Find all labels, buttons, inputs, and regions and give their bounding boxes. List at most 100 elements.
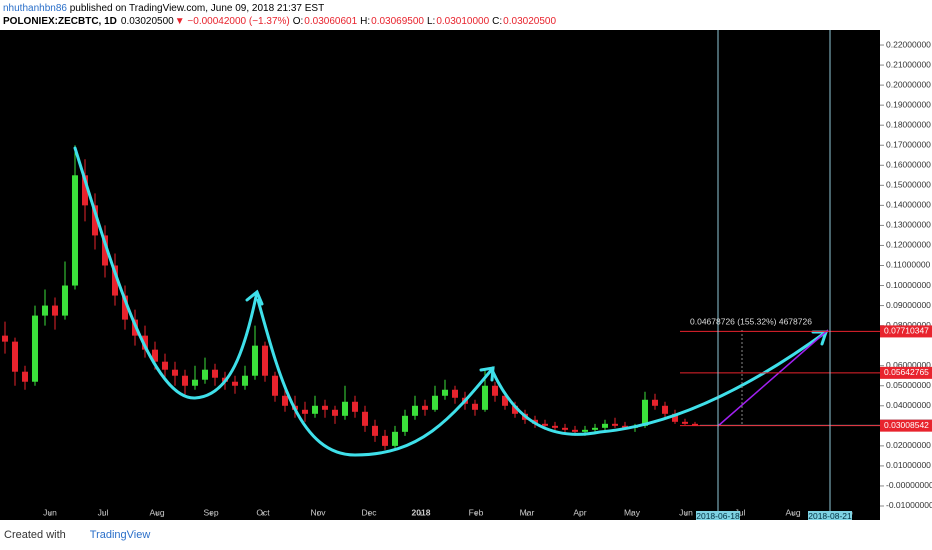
candle-body (352, 401, 358, 412)
header: nhuthanhbn86 published on TradingView.co… (0, 0, 932, 30)
y-tick-label: 0.13000000 (886, 220, 931, 230)
price-label: 0.03008542 (884, 420, 929, 430)
measure-label: 0.04678726 (155.32%) 4678726 (690, 316, 812, 326)
candle-body (92, 205, 98, 236)
candle-body (582, 429, 588, 432)
candle-body (492, 385, 498, 396)
y-tick-label: 0.14000000 (886, 200, 931, 210)
y-tick-label: 0.06000000 (886, 360, 931, 370)
y-tick-label: 0.20000000 (886, 79, 931, 89)
curve (491, 330, 828, 436)
price-label-box (880, 366, 932, 379)
candle-body (152, 349, 158, 362)
y-tick-label: -0.01000000 (886, 500, 932, 510)
header-value: 0.03060601 (304, 16, 358, 27)
candle-body (442, 389, 448, 396)
candle-body (2, 335, 8, 342)
candle-body (612, 423, 618, 426)
candle-body (602, 423, 608, 428)
arrow-head (479, 366, 495, 382)
arrow-head (245, 289, 264, 306)
candle-body (622, 425, 628, 428)
author[interactable]: nhuthanhbn86 (3, 3, 67, 14)
candle-body (52, 305, 58, 316)
curve (73, 146, 259, 400)
candle-body (372, 425, 378, 436)
x-tick-label: Oct (256, 507, 270, 517)
y-tick-label: 0.04000000 (886, 400, 931, 410)
plot-bg (0, 30, 880, 520)
candle-body (422, 405, 428, 410)
date-label: 2018-06-18 (696, 511, 740, 520)
candle-body (392, 431, 398, 446)
curve (256, 298, 495, 457)
candle-body (562, 427, 568, 430)
x-tick-label: Jul (98, 507, 109, 517)
candle-body (102, 235, 108, 266)
y-tick-label: 0.21000000 (886, 59, 931, 69)
x-tick-label: Jun (679, 507, 693, 517)
header-value: O: (292, 16, 304, 27)
drawings (73, 146, 829, 457)
date-label-box (808, 511, 852, 520)
header-value: 0.03020500 (503, 16, 557, 27)
y-tick-label: 0.15000000 (886, 180, 931, 190)
candle-body (402, 415, 408, 432)
candle-body (282, 395, 288, 406)
price-label-box (880, 419, 932, 432)
chart: 0.22000000 0.21000000 0.20000000 0.19000000… (0, 30, 932, 520)
tradingview-logo[interactable]: TradingView (89, 529, 151, 541)
candle-body (452, 389, 458, 398)
candle-body (212, 369, 218, 378)
published: published on TradingView.com, June 09, 2… (69, 3, 325, 14)
candle-body (322, 405, 328, 410)
x-tick-label: May (624, 507, 641, 517)
candle-body (72, 175, 78, 286)
header-value: 0.03069500 (371, 16, 424, 27)
candle-body (112, 265, 118, 296)
y-tick-label: 0.18000000 (886, 119, 931, 129)
x-tick-label: Nov (310, 507, 326, 517)
candle-body (202, 369, 208, 380)
header-value: H: (360, 16, 371, 27)
candle-body (692, 423, 698, 426)
price-label: 0.05642765 (884, 367, 929, 377)
candle-body (502, 395, 508, 406)
candle-body (542, 423, 548, 426)
y-tick-label: 0.19000000 (886, 99, 931, 109)
candle-body (12, 341, 18, 372)
candle-body (252, 345, 258, 376)
y-tick-label: 0.02000000 (886, 440, 931, 450)
y-tick-label: 0.16000000 (886, 160, 931, 170)
y-tick-label: 0.17000000 (886, 139, 931, 149)
candle-body (262, 345, 268, 376)
y-tick-label: 0.01000000 (886, 460, 931, 470)
y-tick-label: 0.11000000 (886, 260, 931, 270)
candle-body (342, 401, 348, 416)
candle-body (42, 305, 48, 316)
candle-body (62, 285, 68, 316)
x-tick-label: Jul (735, 507, 746, 517)
candle-body (552, 425, 558, 428)
y-tick-label: 0.12000000 (886, 240, 931, 250)
candle-body (512, 405, 518, 414)
candle-body (662, 405, 668, 414)
x-tick-label: Aug (149, 507, 164, 517)
candle-body (332, 409, 338, 416)
x-tick-label: Aug (785, 507, 800, 517)
candle-body (672, 413, 678, 422)
x-tick-label: Dec (361, 507, 377, 517)
date-label: 2018-08-21 (808, 511, 852, 520)
y-tick-label: 0.22000000 (886, 39, 931, 49)
y-tick-label: 0.10000000 (886, 280, 931, 290)
y-tick-label: 0.08000000 (886, 320, 931, 330)
x-tick-label: Jun (43, 507, 57, 517)
candle-body (142, 335, 148, 350)
candle-body (272, 375, 278, 396)
price-label-box (880, 325, 932, 338)
candle-body (642, 399, 648, 426)
candle-body (472, 403, 478, 410)
candle-body (482, 385, 488, 410)
candle-body (162, 361, 168, 370)
